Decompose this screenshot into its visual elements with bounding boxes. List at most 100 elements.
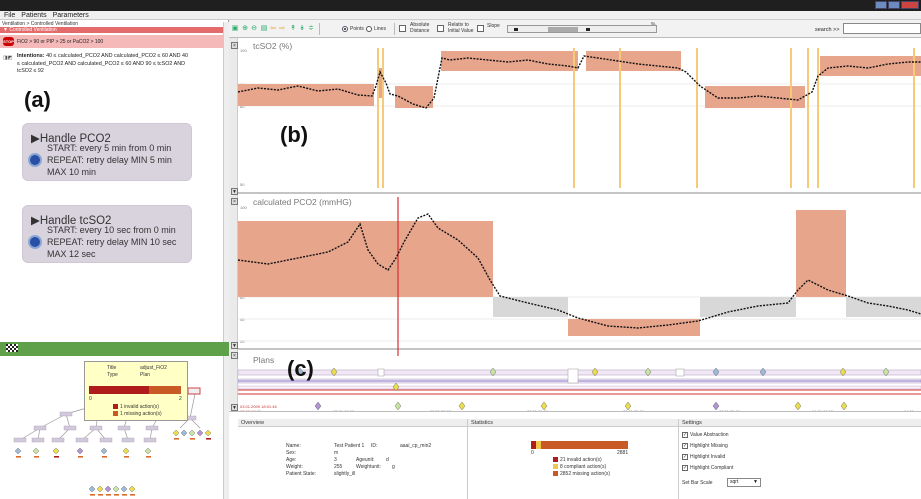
plan-diamonds xyxy=(296,367,890,411)
collapse-track-button[interactable]: × xyxy=(231,42,238,49)
setting-highlight-compliant[interactable]: ✓ Highlight Compliant xyxy=(682,465,734,471)
pco2-tick-label: 100 xyxy=(240,205,247,210)
repeat-icon xyxy=(28,235,42,249)
pco2-missing-bands xyxy=(493,297,921,317)
breadcrumb: Ventilation > Controlled Ventilation xyxy=(2,21,79,27)
tooltip-bar-invalid xyxy=(89,386,149,394)
sex-value: m xyxy=(334,450,339,456)
tooltip-bar-missing xyxy=(149,386,181,394)
section-title: Controlled Ventilation xyxy=(9,27,57,33)
plan-repeat: REPEAT: retry delay MIN 5 min xyxy=(47,155,172,165)
tooltip-invalid: 1 invalid action(s) xyxy=(113,404,159,410)
scroll-track-button[interactable]: ▼ xyxy=(231,188,238,195)
close-button[interactable] xyxy=(901,1,919,9)
setting-highlight-missing[interactable]: ✓ Highlight Missing xyxy=(682,443,728,449)
pco2-tick-label: 40 xyxy=(240,317,245,322)
statistics-header: Statistics xyxy=(468,419,678,427)
absolute-distance-checkbox[interactable] xyxy=(399,25,406,32)
menu-parameters[interactable]: Parameters xyxy=(52,11,89,19)
tooltip-missing: 1 missing action(s) xyxy=(113,411,162,417)
stat-bar-missing xyxy=(541,441,628,449)
weightunit-key: Weightunit: xyxy=(356,464,381,470)
intentions-line-3: tcSO2 ≤ 92 xyxy=(17,68,44,75)
plan-tooltip: Title adjust_FiO2 Type Plan 0 2 1 invali… xyxy=(84,361,188,421)
points-radio[interactable] xyxy=(342,26,348,32)
stat-axis-max: 2881 xyxy=(617,450,629,456)
align-icon[interactable]: ≑ xyxy=(308,25,314,32)
age-key: Age: xyxy=(286,457,297,463)
ageunit-value: d xyxy=(386,457,389,463)
intention-icon: ◨◩ xyxy=(3,55,13,61)
zoom-in-icon[interactable]: ⊕ xyxy=(242,25,248,32)
tcso2-track-title: tcSO2 (%) xyxy=(253,41,293,51)
tcso2-tick-label: 50 xyxy=(240,182,245,187)
panel-label-a: (a) xyxy=(24,87,51,112)
age-value: 3 xyxy=(334,457,337,463)
time-cursor-label: 03.01.2009 18:01:46 xyxy=(240,404,277,409)
plan-tree-header xyxy=(0,342,229,356)
ageunit-key: Ageunit: xyxy=(356,457,375,463)
tcso2-tick-label: 100 xyxy=(240,48,247,53)
plan-title: ▶Handle tcSO2 xyxy=(31,215,112,227)
id-key: ID: xyxy=(371,443,378,449)
chevron-down-icon: ▼ xyxy=(753,479,758,485)
search-label: search >> xyxy=(815,27,840,33)
track-gutter xyxy=(229,38,238,410)
fit-icon[interactable]: ▤ xyxy=(260,25,268,32)
settings-header: Settings xyxy=(679,419,921,427)
pan-left-icon[interactable]: ⇦ xyxy=(270,25,276,32)
maximize-button[interactable] xyxy=(888,1,900,9)
time-range-slider[interactable] xyxy=(507,25,657,33)
plan-panel-scrollbar[interactable] xyxy=(223,22,229,342)
plan-start: START: every 5 min from 0 min xyxy=(47,143,172,153)
expand-icon[interactable]: ↟ xyxy=(290,25,296,32)
plan-title: ▶Handle PCO2 xyxy=(31,133,111,145)
section-header[interactable]: ▼ Controlled Ventilation xyxy=(0,27,229,33)
menu-patients[interactable]: Patients xyxy=(21,11,47,19)
points-label: Points xyxy=(350,26,364,32)
plan-tree-scrollbar[interactable] xyxy=(223,356,229,499)
menu-file[interactable]: File xyxy=(4,11,16,19)
setting-value-abstraction[interactable]: ✓ Value Abstraction xyxy=(682,432,729,438)
tcso2-missing-marks xyxy=(377,48,915,188)
panel-label-c: (c) xyxy=(287,356,314,381)
collapse-track-button[interactable]: × xyxy=(231,198,238,205)
plan-box-handle-tcso2[interactable]: ▶Handle tcSO2 START: every 10 sec from 0… xyxy=(22,205,192,263)
stat-invalid: 21 invalid action(s) xyxy=(553,457,602,463)
weightunit-value: g xyxy=(392,464,395,470)
patient-state-value: slightly_ill xyxy=(334,471,356,477)
pointer-icon[interactable]: ▣ xyxy=(231,25,239,32)
timeline-chart xyxy=(238,48,921,411)
scroll-track-button[interactable]: ▼ xyxy=(231,342,238,349)
tooltip-type-key: Type xyxy=(107,372,118,378)
plans-track xyxy=(238,368,921,395)
minimize-button[interactable] xyxy=(875,1,887,9)
bar-scale-select[interactable]: sqrt ▼ xyxy=(727,478,761,487)
lines-radio[interactable] xyxy=(366,26,372,32)
collapse-track-button[interactable]: × xyxy=(231,352,238,359)
weight-value: 255 xyxy=(334,464,343,470)
plan-box-handle-pco2[interactable]: ▶Handle PCO2 START: every 5 min from 0 m… xyxy=(22,123,192,181)
tcso2-tick-label: 80 xyxy=(240,104,245,109)
id-value: aaai_cp_min2 xyxy=(400,443,432,449)
intentions-label: Intentions: xyxy=(17,53,45,59)
tooltip-axis-max: 2 xyxy=(179,396,182,402)
plans-track-title: Plans xyxy=(253,355,275,365)
collapse-icon[interactable]: ↡ xyxy=(299,25,305,32)
zoom-out-icon[interactable]: ⊖ xyxy=(251,25,257,32)
pan-right-icon[interactable]: ⇨ xyxy=(279,25,285,32)
stop-icon: STOP xyxy=(3,37,14,46)
stat-bar-compliant xyxy=(536,441,541,449)
relative-initial-checkbox[interactable] xyxy=(437,25,444,32)
slope-checkbox[interactable] xyxy=(477,25,484,32)
setting-highlight-invalid[interactable]: ✓ Highlight Invalid xyxy=(682,454,726,460)
tooltip-axis-min: 0 xyxy=(89,396,92,402)
pco2-invalid-bands xyxy=(238,210,846,336)
relative-initial-label: Relativ to Initial Value xyxy=(448,22,474,34)
scroll-track-button[interactable]: ▼ xyxy=(231,404,238,411)
overview-header: Overview xyxy=(238,419,467,427)
repeat-icon xyxy=(28,153,42,167)
slope-label: Slope xyxy=(487,23,500,29)
stat-axis-min: 0 xyxy=(531,450,534,456)
search-input[interactable] xyxy=(843,23,921,34)
